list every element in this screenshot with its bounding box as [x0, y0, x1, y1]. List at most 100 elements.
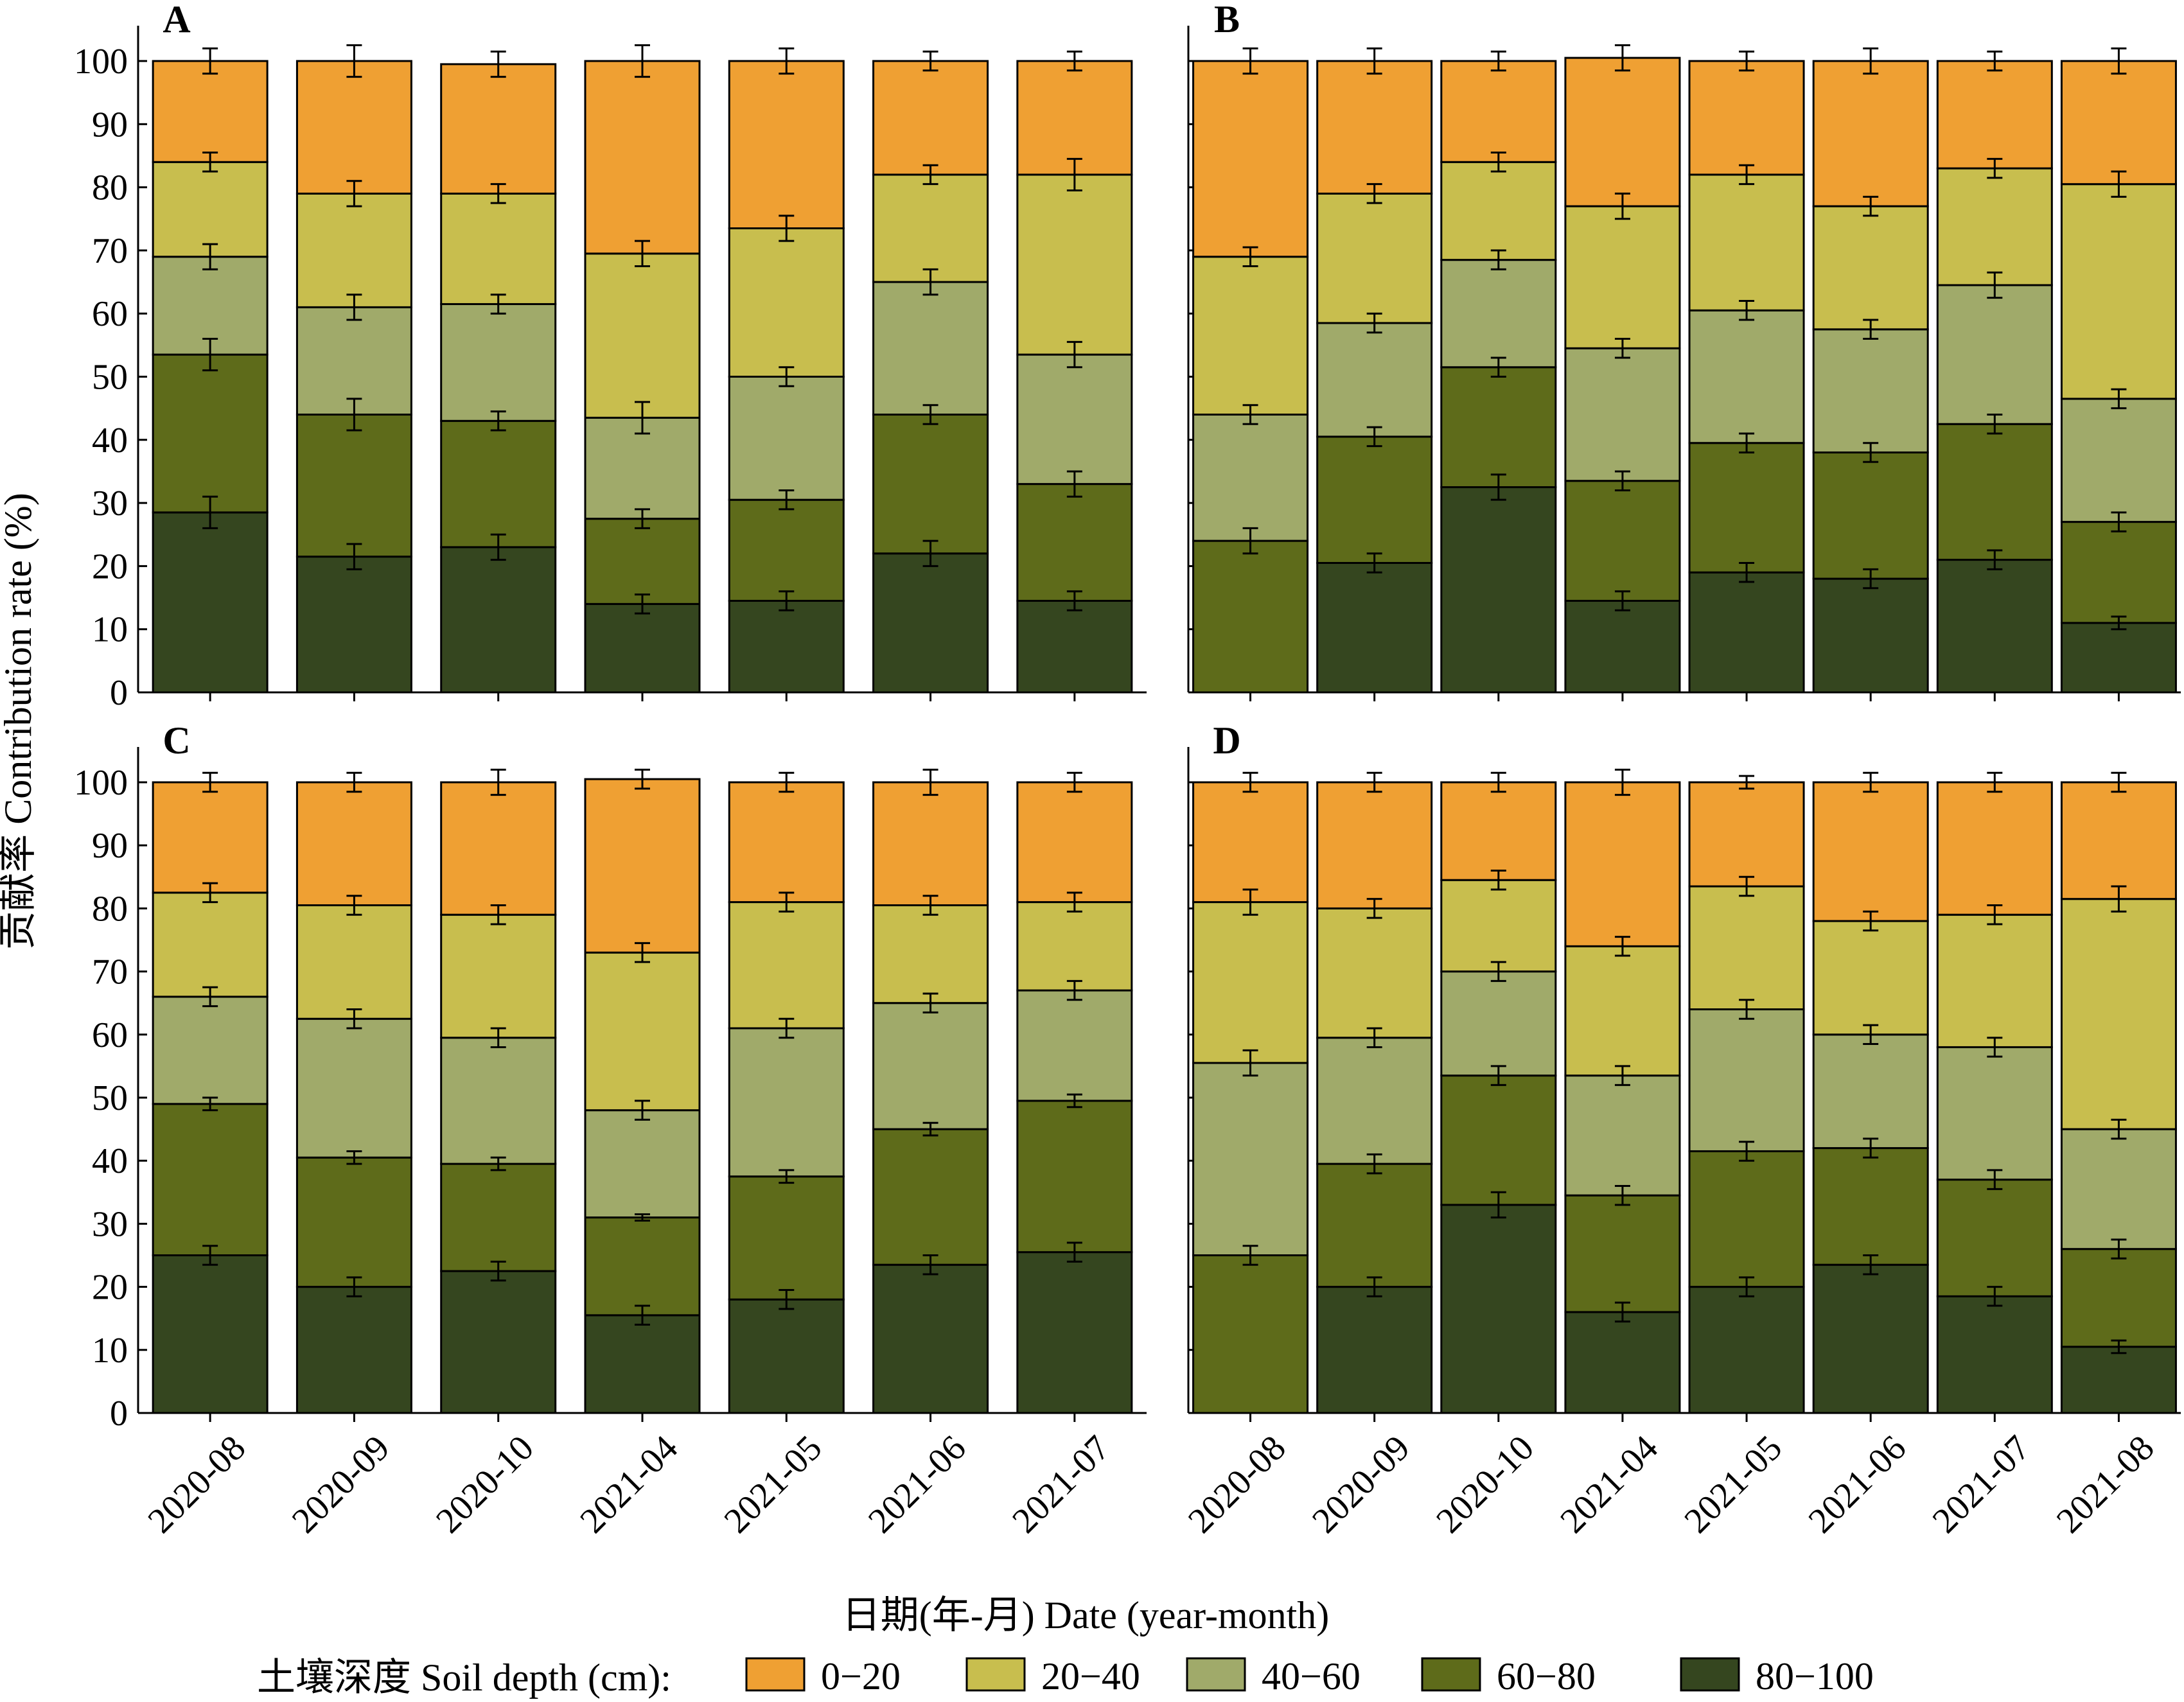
bar-segment	[1564, 1311, 1681, 1414]
chart-panels: 0 10 20 30 40 50 60 70 80 90 100 A B 0 10 20 30 40 50 60 70 8…	[74, 0, 2181, 1541]
error-bar	[1614, 44, 1630, 72]
error-bar	[1863, 771, 1879, 793]
error-bar	[1242, 1245, 1258, 1266]
bar-stack	[1192, 47, 1309, 694]
bar-segment	[1192, 901, 1309, 1064]
bar-segment	[1564, 1075, 1681, 1197]
bar-segment	[872, 60, 989, 176]
error-bar	[922, 50, 938, 72]
error-bar	[1739, 1276, 1755, 1297]
bar-segment	[152, 1254, 269, 1414]
error-bar	[1242, 47, 1258, 75]
bar-segment	[1016, 173, 1133, 356]
error-bar	[1490, 1191, 1506, 1219]
error-bar	[1490, 50, 1506, 72]
bar-segment	[728, 599, 845, 694]
bar-segment	[440, 913, 557, 1039]
bar-segment	[1316, 561, 1433, 694]
error-bar	[922, 895, 938, 916]
bar-segment	[1936, 60, 2053, 170]
error-bar	[490, 1260, 506, 1282]
y-tick-label: 70	[92, 952, 128, 992]
bar-segment	[728, 376, 845, 501]
bar-segment	[584, 416, 701, 520]
bar-segment	[1688, 781, 1805, 888]
bar-segment	[728, 1027, 845, 1178]
error-bar	[1242, 1049, 1258, 1077]
bar-segment	[295, 1156, 412, 1288]
bar-segment	[1192, 540, 1309, 694]
bar-segment	[1564, 781, 1681, 947]
error-bar	[922, 540, 938, 567]
bar-segment	[728, 227, 845, 378]
y-tick-label: 0	[110, 1394, 128, 1434]
bar-segment	[1688, 885, 1805, 1011]
error-bar	[1066, 1241, 1082, 1263]
error-bar	[1987, 1169, 2003, 1190]
bar-stack	[152, 47, 269, 694]
bar-segment	[1936, 559, 2053, 694]
bar-segment	[2060, 398, 2177, 523]
bar-segment	[2060, 1128, 2177, 1250]
bar-segment	[1936, 284, 2053, 425]
error-bar	[202, 1096, 218, 1112]
error-bar	[922, 404, 938, 425]
bar-segment	[1688, 1286, 1805, 1414]
error-bar	[2111, 47, 2127, 75]
error-bar	[490, 294, 506, 315]
y-tick-label: 100	[74, 42, 128, 82]
bar-stack	[1564, 44, 1681, 694]
y-tick-label: 50	[92, 1078, 128, 1118]
bar-segment	[1564, 57, 1681, 207]
bar-stack	[584, 44, 701, 694]
x-tick-label: 2021-06	[1801, 1428, 1914, 1541]
bar-segment	[872, 904, 989, 1005]
bar-segment	[440, 781, 557, 916]
error-bar	[1739, 50, 1755, 72]
error-bar	[779, 1017, 795, 1039]
bar-segment	[584, 1109, 701, 1219]
bar-segment	[1440, 1204, 1557, 1414]
error-bar	[2111, 170, 2127, 198]
error-bar	[1739, 432, 1755, 453]
y-tick-label: 20	[92, 1268, 128, 1308]
bar-segment	[295, 306, 412, 416]
error-bar	[490, 904, 506, 926]
legend-label: 60−80	[1497, 1655, 1596, 1698]
legend-swatch	[1186, 1657, 1246, 1692]
bar-segment	[152, 1103, 269, 1256]
error-bar	[1739, 875, 1755, 897]
bar-stack	[1812, 771, 1929, 1414]
y-tick-label: 60	[92, 294, 128, 334]
bar-segment	[1688, 173, 1805, 311]
bar-stack	[1688, 50, 1805, 694]
error-bar	[2111, 1339, 2127, 1355]
error-bar	[346, 398, 362, 432]
error-bar	[1366, 1276, 1382, 1297]
error-bar	[1242, 527, 1258, 555]
bar-segment	[1564, 480, 1681, 602]
error-bar	[1614, 470, 1630, 491]
legend-label: 20−40	[1041, 1655, 1140, 1698]
error-bar	[2111, 1238, 2127, 1259]
bar-segment	[584, 1314, 701, 1414]
error-bar	[922, 164, 938, 186]
legend-label: 40−60	[1262, 1655, 1361, 1698]
bar-segment	[1016, 781, 1133, 904]
x-tick-label: 2020-10	[1429, 1428, 1542, 1541]
bar-stack	[872, 768, 989, 1414]
error-bar	[1863, 47, 1879, 75]
bar-segment	[584, 951, 701, 1112]
error-bar	[1614, 936, 1630, 957]
bar-stack	[1316, 47, 1433, 694]
bar-segment	[1936, 1046, 2053, 1181]
error-bar	[1614, 590, 1630, 611]
bar-segment	[1812, 60, 1929, 207]
error-bar	[779, 47, 795, 75]
error-bar	[346, 895, 362, 916]
error-bar	[1242, 888, 1258, 916]
bar-stack	[1016, 50, 1133, 694]
error-bar	[1614, 1301, 1630, 1323]
bar-segment	[295, 60, 412, 195]
